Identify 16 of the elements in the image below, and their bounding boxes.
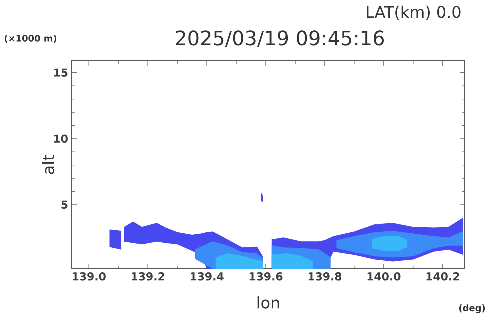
y-axis-title: alt [42, 155, 54, 174]
x-tick-label: 139.2 [132, 272, 164, 281]
x-tick-label: 140.2 [426, 272, 460, 281]
y-tick-label: 15 [54, 68, 68, 77]
chart-title: 2025/03/19 09:45:16 [176, 30, 384, 48]
y-tick-label: 5 [62, 200, 68, 210]
text: (deg) [459, 304, 486, 314]
x-tick-label: 140.0 [368, 272, 401, 281]
x-tick-label: 139.0 [73, 272, 106, 281]
x-tick-label: 139.8 [308, 272, 342, 281]
y-tick-label: 10 [54, 134, 68, 144]
text: (×1000 m) [4, 34, 57, 43]
x-tick-label: 139.4 [190, 272, 224, 281]
text: LAT(km) 0.0 [367, 6, 461, 20]
x-axis-title: lon [258, 296, 280, 309]
x-tick-label: 139.6 [250, 272, 283, 281]
